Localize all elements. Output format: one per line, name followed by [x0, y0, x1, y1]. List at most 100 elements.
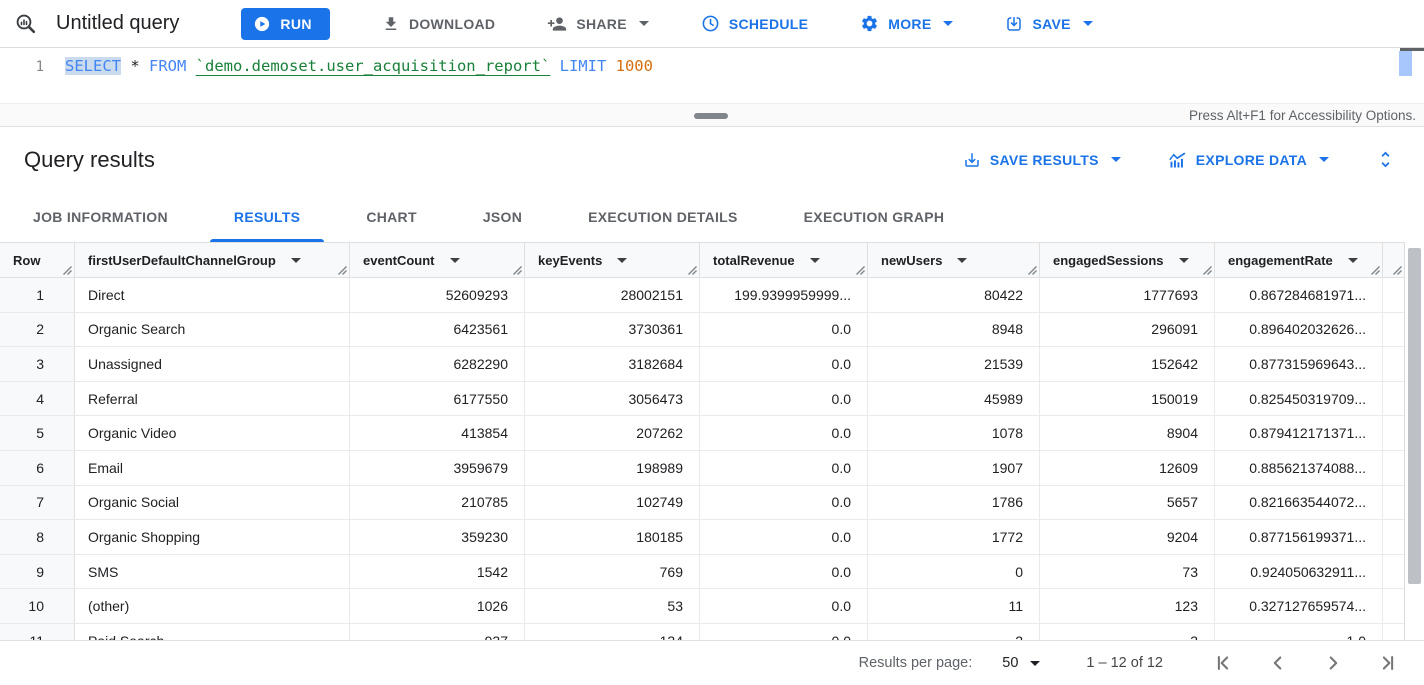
- table-row: 4 Referral 6177550 3056473 0.0 45989 150019 0.8…: [0, 381, 1424, 417]
- clock-icon: [701, 14, 720, 33]
- more-button[interactable]: MORE: [860, 14, 954, 33]
- save-results-icon: [963, 151, 981, 169]
- save-results-button[interactable]: SAVE RESULTS: [963, 151, 1121, 169]
- table-cell-engagedSessions: 296091: [1040, 312, 1215, 347]
- table-cell-spacer: [1383, 451, 1404, 485]
- column-menu-icon[interactable]: [957, 257, 968, 263]
- table-cell-keyEvents: 3056473: [525, 381, 700, 416]
- table-cell-eventCount: 6282290: [350, 347, 525, 381]
- column-menu-icon[interactable]: [449, 257, 460, 263]
- sql-editor[interactable]: 1 SELECT * FROM `demo.demoset.user_acqui…: [0, 48, 1424, 103]
- column-header-row[interactable]: Row: [0, 243, 75, 277]
- column-header-engagementRate[interactable]: engagementRate: [1215, 243, 1383, 277]
- next-page-button[interactable]: [1321, 651, 1345, 675]
- schedule-button[interactable]: SCHEDULE: [701, 14, 808, 33]
- column-header-totalRevenue[interactable]: totalRevenue: [700, 243, 868, 277]
- column-header-spacer: [1383, 243, 1404, 277]
- query-title[interactable]: Untitled query: [56, 12, 180, 34]
- table-cell-engagementRate: 0.877156199371...: [1215, 520, 1383, 554]
- table-header-row: Row firstUserDefaultChannelGroup eventCoun…: [0, 242, 1424, 278]
- sql-token: SELECT: [65, 57, 121, 75]
- row-number-cell: 4: [0, 381, 75, 416]
- editor-scrollbar[interactable]: [1399, 51, 1412, 76]
- column-header-newUsers[interactable]: newUsers: [868, 243, 1040, 277]
- table-cell-keyEvents: 3730361: [525, 312, 700, 347]
- table-cell-spacer: [1383, 416, 1404, 450]
- column-header-eventCount[interactable]: eventCount: [350, 243, 525, 277]
- tab-execution-graph[interactable]: EXECUTION GRAPH: [803, 209, 945, 225]
- column-menu-icon[interactable]: [290, 257, 301, 263]
- table-cell-engagementRate: 1.0: [1215, 623, 1383, 640]
- table-cell-eventCount: 52609293: [350, 278, 525, 312]
- row-number-cell: 2: [0, 312, 75, 347]
- table-row: 11Paid Search9371340.0231.0: [0, 623, 1424, 640]
- run-button[interactable]: RUN: [241, 7, 330, 40]
- last-page-icon: [1382, 656, 1394, 670]
- table-cell-eventCount: 413854: [350, 416, 525, 450]
- query-icon: [14, 12, 38, 36]
- column-label: totalRevenue: [713, 252, 795, 268]
- column-menu-icon[interactable]: [1347, 257, 1358, 263]
- previous-page-button[interactable]: [1266, 651, 1290, 675]
- code-line[interactable]: SELECT * FROM `demo.demoset.user_acquisi…: [65, 57, 653, 75]
- chevron-left-icon: [1273, 656, 1282, 670]
- column-menu-icon[interactable]: [1178, 257, 1189, 263]
- column-resize-handle[interactable]: [63, 266, 72, 275]
- table-cell-newUsers: 8948: [868, 312, 1040, 347]
- sql-token: `demo.demoset.user_acquisition_report`: [195, 57, 551, 75]
- first-page-button[interactable]: [1211, 651, 1235, 675]
- last-page-button[interactable]: [1376, 651, 1400, 675]
- column-resize-handle[interactable]: [513, 266, 522, 275]
- line-number: 1: [35, 59, 44, 75]
- gear-icon: [860, 14, 879, 33]
- tab-execution-details[interactable]: EXECUTION DETAILS: [588, 209, 738, 225]
- column-resize-handle[interactable]: [688, 266, 697, 275]
- page-size-select[interactable]: 50: [1002, 655, 1041, 671]
- splitter-drag-handle[interactable]: [694, 113, 728, 119]
- save-results-label: SAVE RESULTS: [989, 151, 1099, 168]
- column-resize-handle[interactable]: [338, 266, 347, 275]
- column-resize-handle[interactable]: [1393, 266, 1402, 275]
- table-cell-keyEvents: 53: [525, 589, 700, 623]
- table-scrollbar-thumb[interactable]: [1408, 248, 1421, 584]
- tab-json[interactable]: JSON: [482, 209, 523, 225]
- column-header-firstUserDefaultChannelGroup[interactable]: firstUserDefaultChannelGroup: [75, 243, 350, 277]
- table-cell-engagementRate: 0.924050632911...: [1215, 554, 1383, 589]
- table-cell-engagementRate: 0.825450319709...: [1215, 381, 1383, 416]
- tab-job-information[interactable]: JOB INFORMATION: [33, 209, 168, 225]
- table-cell-totalRevenue: 0.0: [700, 347, 868, 381]
- table-row: 10 (other) 1026 53 0.0 11 123 0.327127659574...: [0, 589, 1424, 624]
- table-row: 5 Organic Video 413854 207262 0.0 1078 8904 0.8…: [0, 416, 1424, 451]
- tab-results[interactable]: RESULTS: [201, 192, 333, 242]
- column-resize-handle[interactable]: [856, 266, 865, 275]
- table-cell-newUsers: 1786: [868, 485, 1040, 520]
- column-menu-icon[interactable]: [617, 257, 628, 263]
- explore-data-button[interactable]: EXPLORE DATA: [1167, 150, 1329, 170]
- table-cell-keyEvents: 134: [525, 623, 700, 640]
- table-cell-spacer: [1383, 624, 1404, 640]
- table-cell-totalRevenue: 0.0: [700, 312, 868, 347]
- table-scrollbar-track[interactable]: [1404, 242, 1424, 640]
- sql-token: 1000: [615, 57, 653, 75]
- column-resize-handle[interactable]: [1203, 266, 1212, 275]
- share-button[interactable]: SHARE: [547, 14, 649, 34]
- query-results-header: Query results SAVE RESULTS EXPLORE DATA: [0, 127, 1424, 192]
- column-label: newUsers: [881, 252, 943, 268]
- table-row: 3 Unassigned 6282290 3182684 0.0 21539 152642 0…: [0, 347, 1424, 382]
- table-cell-eventCount: 3959679: [350, 450, 525, 485]
- column-menu-icon[interactable]: [809, 257, 820, 263]
- results-per-page-label: Results per page:: [858, 655, 973, 671]
- column-resize-handle[interactable]: [1371, 266, 1380, 275]
- column-header-keyEvents[interactable]: keyEvents: [525, 243, 700, 277]
- column-header-engagedSessions[interactable]: engagedSessions: [1040, 243, 1215, 277]
- person-add-icon: [547, 14, 567, 34]
- pagination-bar: Results per page: 50 1 – 12 of 12: [0, 640, 1424, 685]
- tab-chart[interactable]: CHART: [366, 209, 417, 225]
- column-resize-handle[interactable]: [1028, 266, 1037, 275]
- column-label: firstUserDefaultChannelGroup: [88, 252, 276, 268]
- pager-controls: [1211, 651, 1400, 675]
- table-cell-firstUserDefaultChannelGroup: Unassigned: [75, 347, 350, 381]
- collapse-panel-button[interactable]: [1375, 149, 1396, 170]
- download-button[interactable]: DOWNLOAD: [382, 15, 495, 33]
- save-button[interactable]: SAVE: [1005, 15, 1093, 33]
